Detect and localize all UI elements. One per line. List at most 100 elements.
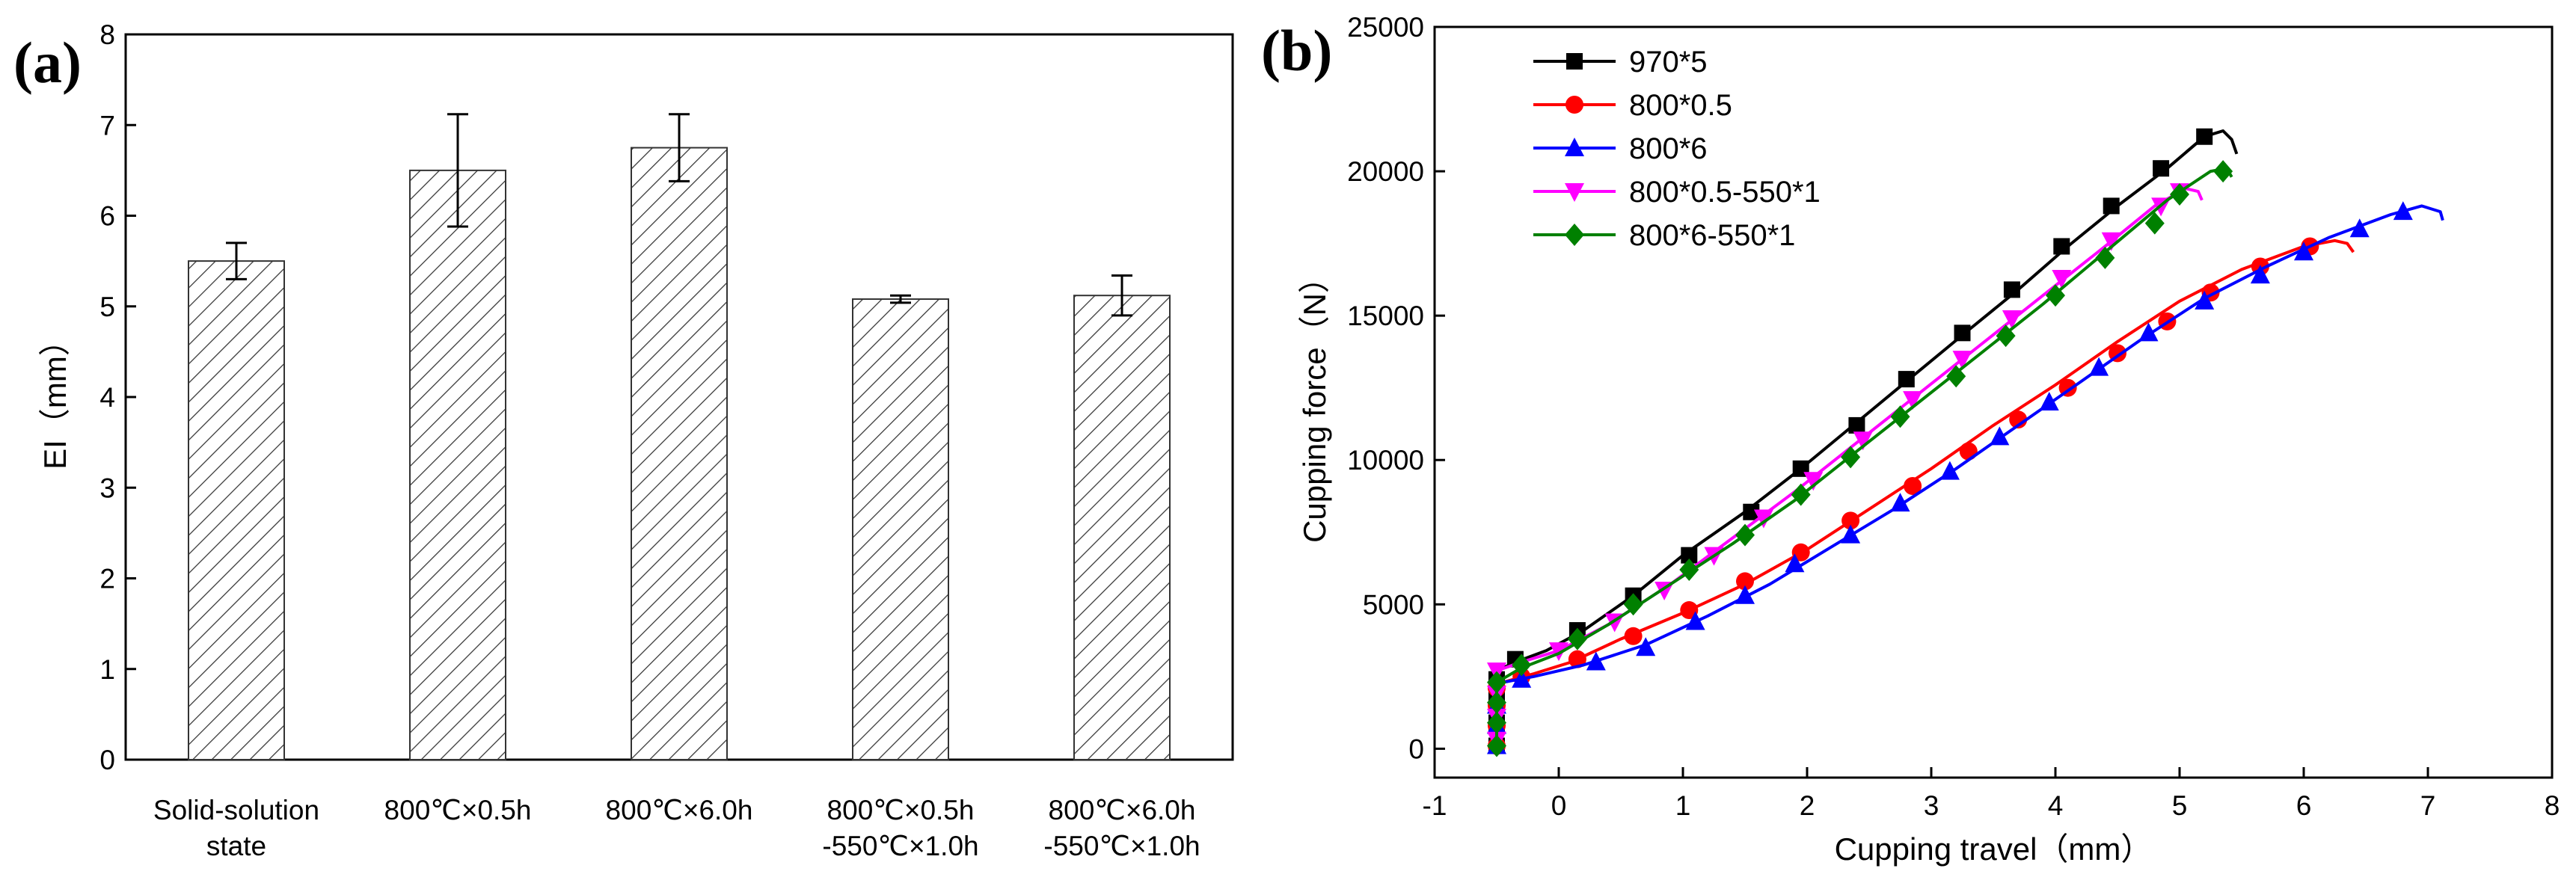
panel-a-y-tick-label: 2	[99, 564, 115, 594]
legend-marker	[1565, 96, 1583, 114]
legend-label: 800*0.5-550*1	[1629, 176, 1821, 209]
data-point	[1487, 691, 1506, 714]
data-point	[2250, 265, 2270, 284]
panel-a-y-tick-label: 1	[99, 654, 115, 685]
panel-a-category-label: 800℃×0.5h	[827, 795, 975, 825]
panel-b-x-tick-label: 2	[1800, 790, 1815, 821]
data-point	[1623, 593, 1643, 616]
panel-a-y-axis: 0 1 2 3 4 5 6 7 8	[99, 19, 136, 775]
data-point	[1954, 324, 1971, 342]
data-point	[1735, 523, 1755, 547]
panel-a-bars	[188, 113, 1171, 760]
panel-b-y-tick-label: 20000	[1347, 156, 1424, 187]
data-point	[1952, 351, 1972, 370]
data-point	[1736, 572, 1754, 591]
panel-a-category-label: -550℃×1.0h	[1043, 831, 1200, 861]
data-point	[1586, 651, 1606, 671]
legend-label: 800*6	[1629, 132, 1708, 165]
data-point	[2196, 128, 2213, 145]
panel-b-x-tick-label: 6	[2296, 790, 2312, 821]
series-line	[1495, 167, 2233, 749]
panel-a-y-tick-label: 7	[99, 110, 115, 141]
panel-a-category-label: 800℃×6.0h	[1049, 795, 1196, 825]
data-point	[1487, 711, 1506, 734]
series-line	[1495, 239, 2355, 749]
data-point	[1743, 503, 1760, 520]
data-point	[1487, 671, 1506, 694]
bar	[188, 260, 285, 760]
panel-a-y-tick-label: 8	[99, 19, 115, 50]
data-point	[1753, 509, 1773, 529]
data-point	[2002, 310, 2022, 330]
data-point	[2393, 201, 2413, 221]
data-point	[2095, 246, 2115, 269]
panel-b-x-tick-label: 5	[2172, 790, 2188, 821]
panel-b-line-chart: (b) -1 0 1 2 3 4 5 6 7 8 0 5000 10000 15000 20000 25000…	[1261, 12, 2560, 867]
data-point	[1549, 642, 1568, 662]
series-800*0.5	[1488, 237, 2355, 755]
data-point	[1512, 668, 1532, 688]
data-point	[1568, 650, 1586, 668]
panel-b-y-tick-label: 10000	[1347, 445, 1424, 476]
data-point	[2053, 238, 2070, 255]
legend-marker	[1565, 138, 1584, 156]
data-point	[1939, 461, 1960, 480]
panel-a-x-tick-labels: Solid-solution state 800℃×0.5h 800℃×6.0h 800…	[153, 795, 1200, 861]
panel-a-y-tick-label: 5	[99, 292, 115, 322]
panel-a-category-label: state	[206, 831, 266, 861]
data-point	[1996, 324, 2016, 348]
panel-b-x-tick-label: 3	[1924, 790, 1939, 821]
panel-b-x-tick-label: 0	[1551, 790, 1567, 821]
panel-a-y-axis-title: EI（mm）	[37, 324, 73, 470]
legend-marker	[1565, 224, 1584, 246]
panel-b-x-tick-label: 8	[2545, 790, 2560, 821]
legend: 970*5 800*0.5 800*6 800*0.5-550*1 800*6-550*…	[1533, 46, 1821, 252]
panel-b-x-tick-label: 4	[2048, 790, 2064, 821]
bar	[1073, 295, 1171, 760]
data-point	[2046, 284, 2065, 307]
data-point	[1785, 553, 1805, 573]
data-point	[1791, 483, 1811, 506]
legend-label: 970*5	[1629, 46, 1708, 79]
data-point	[2195, 290, 2215, 310]
data-point	[2294, 242, 2313, 261]
data-point	[2144, 212, 2165, 235]
data-point	[1803, 472, 1824, 491]
panel-b-x-tick-label: 1	[1675, 790, 1691, 821]
data-point	[2039, 392, 2059, 410]
legend-marker	[1566, 53, 1583, 70]
data-point	[1624, 627, 1643, 645]
panel-a-category-label: 800℃×6.0h	[606, 795, 753, 825]
panel-b-x-tick-label: 7	[2420, 790, 2436, 821]
panel-a-y-tick-label: 3	[99, 473, 115, 503]
panel-a-y-tick-label: 4	[99, 382, 115, 413]
data-point	[1512, 653, 1532, 677]
panel-b-y-axis-title: Cupping force（N）	[1297, 262, 1332, 543]
data-point	[1567, 627, 1587, 650]
data-point	[2138, 322, 2159, 342]
data-point	[2089, 357, 2109, 376]
panel-b-axes: -1 0 1 2 3 4 5 6 7 8 0 5000 10000 15000 20000 25000	[1347, 12, 2560, 821]
legend-marker	[1565, 183, 1584, 202]
panel-b-y-tick-label: 15000	[1347, 301, 1424, 331]
data-point	[2009, 410, 2028, 429]
data-point	[1681, 547, 1698, 564]
data-point	[1853, 431, 1873, 451]
panel-a-label: (a)	[13, 30, 82, 95]
panel-a-bar-chart: (a) 0 1 2 3 4 5 6 7 8 Solid-solution state 800℃×0.…	[13, 19, 1234, 861]
data-point	[2213, 160, 2233, 183]
legend-label: 800*0.5	[1629, 89, 1732, 122]
data-point	[1636, 637, 1656, 656]
data-point	[1959, 442, 1978, 461]
data-point	[1890, 405, 1910, 428]
bar	[852, 298, 949, 760]
data-point	[1679, 558, 1699, 581]
data-point	[1841, 511, 1860, 530]
data-point	[1990, 426, 2010, 446]
panel-a-category-label: 800℃×0.5h	[384, 795, 532, 825]
bar	[631, 147, 728, 760]
data-point	[1848, 416, 1865, 434]
panel-b-y-tick-label: 5000	[1363, 589, 1424, 620]
data-point	[1487, 734, 1506, 757]
